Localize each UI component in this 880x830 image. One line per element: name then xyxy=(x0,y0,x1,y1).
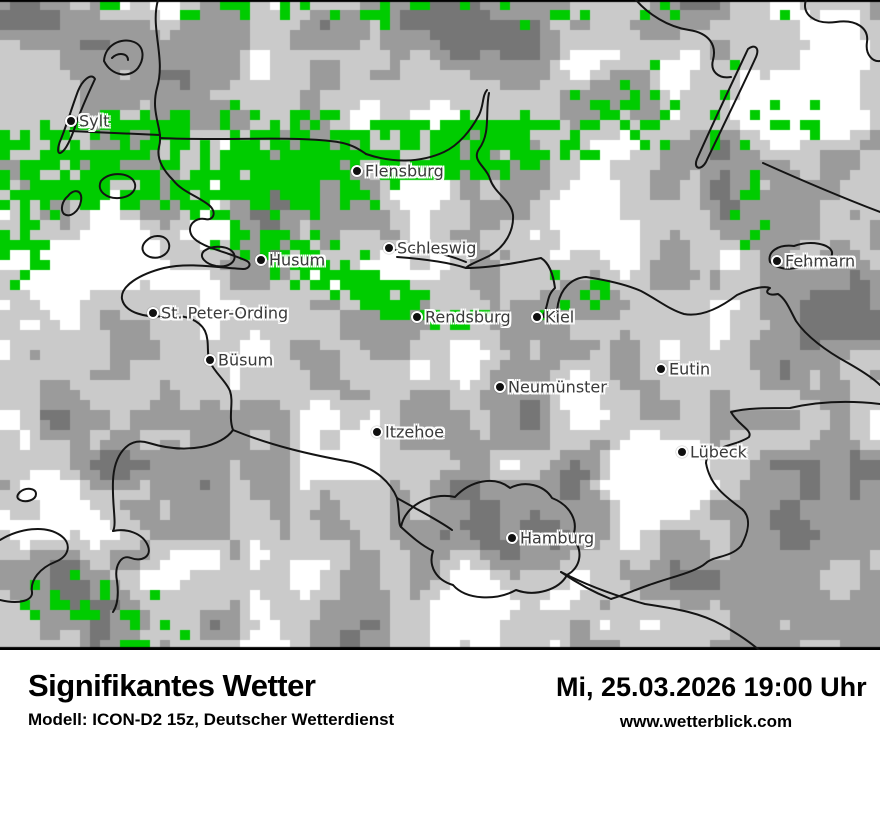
city-label: Lübeck xyxy=(690,442,747,462)
city-marker: Husum xyxy=(255,251,325,270)
city-label: Eutin xyxy=(669,359,711,379)
valid-time: Mi, 25.03.2026 19:00 Uhr xyxy=(556,672,867,702)
city-marker: Fehmarn xyxy=(771,252,855,271)
city-label: Büsum xyxy=(218,350,274,370)
date-box: Mi, 25.03.2026 19:00 Uhr www.wetterblick… xyxy=(556,672,867,732)
city-dot-icon xyxy=(494,381,506,393)
city-dot-icon xyxy=(676,446,688,458)
city-dot-icon xyxy=(531,311,543,323)
city-marker: St. Peter-Ording xyxy=(147,304,288,323)
city-dot-icon xyxy=(411,311,423,323)
page-title: Signifikantes Wetter xyxy=(28,668,316,703)
city-marker: Kiel xyxy=(531,308,574,327)
city-marker: Flensburg xyxy=(351,162,444,181)
city-marker: Itzehoe xyxy=(371,423,444,442)
city-dot-icon xyxy=(204,354,216,366)
city-marker: Schleswig xyxy=(383,239,476,258)
city-label: Schleswig xyxy=(397,238,477,258)
city-dot-icon xyxy=(65,115,77,127)
city-dot-icon xyxy=(506,532,518,544)
city-marker: Hamburg xyxy=(506,529,594,548)
city-label: Rendsburg xyxy=(425,307,511,327)
website-url: www.wetterblick.com xyxy=(619,712,793,731)
model-info: Modell: ICON-D2 15z, Deutscher Wetterdie… xyxy=(28,710,395,729)
city-label: St. Peter-Ording xyxy=(161,303,289,323)
city-dot-icon xyxy=(351,165,363,177)
city-marker: Neumünster xyxy=(494,378,607,397)
city-dot-icon xyxy=(655,363,667,375)
city-marker: Eutin xyxy=(655,360,710,379)
city-label: Fehmarn xyxy=(785,251,856,271)
city-label: Itzehoe xyxy=(385,422,445,442)
city-label: Kiel xyxy=(545,307,575,327)
city-marker: Sylt xyxy=(65,112,109,131)
city-label: Hamburg xyxy=(520,528,595,548)
city-dot-icon xyxy=(383,242,395,254)
city-label: Flensburg xyxy=(365,161,444,181)
city-dot-icon xyxy=(371,426,383,438)
city-label: Neumünster xyxy=(508,377,607,397)
city-dot-icon xyxy=(771,255,783,267)
city-label: Husum xyxy=(269,250,326,270)
weather-map: Sylt Flensburg Schleswig Husum St. Peter-Ord… xyxy=(0,0,880,650)
footer: Signifikantes Wetter Modell: ICON-D2 15z… xyxy=(0,650,880,830)
city-dot-icon xyxy=(147,307,159,319)
city-dot-icon xyxy=(255,254,267,266)
city-marker: Lübeck xyxy=(676,443,747,462)
city-marker: Büsum xyxy=(204,351,273,370)
city-marker: Rendsburg xyxy=(411,308,511,327)
city-label: Sylt xyxy=(79,111,110,131)
